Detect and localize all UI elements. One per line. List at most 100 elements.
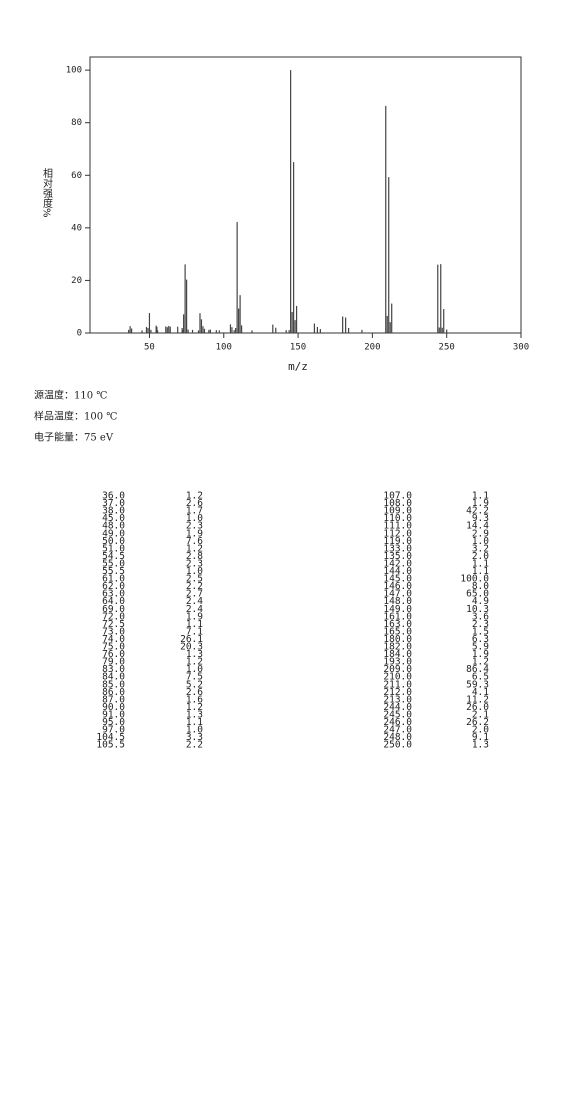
mz-cell: 184.0 [383,649,412,660]
intensity-cell: 2.1 [472,709,489,720]
intensity-cell: 2.8 [186,551,203,562]
intensity-cell: 2.4 [186,604,203,615]
mz-cell: 38.0 [102,506,125,517]
x-tick-label: 200 [364,343,380,353]
intensity-cell: 100.0 [460,574,489,585]
intensity-cell: 26.1 [180,634,203,645]
mz-cell: 209.0 [383,664,412,675]
mz-cell: 161.0 [383,611,412,622]
intensity-cell: 1.9 [186,611,203,622]
mz-cell: 250.0 [383,740,412,751]
mz-cell: 165.0 [383,626,412,637]
mz-cell: 105.5 [96,740,125,751]
mz-cell: 64.0 [102,596,125,607]
intensity-cell: 26.0 [466,702,489,713]
x-tick-label: 300 [513,343,529,353]
mz-cell: 91.0 [102,709,125,720]
mz-cell: 83.0 [102,664,125,675]
mz-cell: 37.0 [102,498,125,509]
intensity-cell: 1.0 [186,566,203,577]
intensity-cell: 1.9 [472,649,489,660]
info-line: 电子能量：75 eV [34,431,114,444]
x-tick-label: 150 [290,343,306,353]
mz-cell: 119.0 [383,536,412,547]
mz-cell: 213.0 [383,694,412,705]
mz-cell: 146.0 [383,581,412,592]
intensity-cell: 26.2 [466,717,489,728]
mz-cell: 74.0 [102,634,125,645]
mz-cell: 135.0 [383,551,412,562]
intensity-cell: 20.3 [180,642,203,653]
intensity-cell: 1.7 [186,506,203,517]
intensity-cell: 6.3 [472,634,489,645]
intensity-cell: 7.1 [186,626,203,637]
intensity-cell: 1.2 [186,491,203,502]
info-line: 样品温度：100 ℃ [34,410,117,423]
intensity-cell: 42.2 [466,506,489,517]
mz-cell: 210.0 [383,672,412,683]
mz-cell: 247.0 [383,725,412,736]
mz-cell: 212.0 [383,687,412,698]
intensity-cell: 14.4 [466,521,489,532]
mz-cell: 144.0 [383,566,412,577]
intensity-cell: 1.6 [186,694,203,705]
intensity-cell: 9.3 [472,513,489,524]
mz-cell: 45.0 [102,513,125,524]
mz-cell: 48.0 [102,521,125,532]
mz-cell: 109.0 [383,506,412,517]
mz-cell: 61.0 [102,574,125,585]
y-tick-label: 80 [71,118,82,128]
intensity-cell: 6.5 [472,672,489,683]
intensity-cell: 2.2 [186,740,203,751]
intensity-cell: 2.3 [472,619,489,630]
mz-cell: 79.0 [102,657,125,668]
intensity-cell: 5.9 [472,642,489,653]
intensity-cell: 86.4 [466,664,489,675]
intensity-cell: 2.0 [472,725,489,736]
mz-cell: 163.0 [383,619,412,630]
intensity-cell: 9.1 [472,732,489,743]
intensity-cell: 11.2 [466,694,489,705]
intensity-cell: 1.1 [472,566,489,577]
mz-cell: 76.0 [102,649,125,660]
intensity-cell: 4.1 [472,687,489,698]
mz-cell: 148.0 [383,596,412,607]
mz-cell: 112.0 [383,528,412,539]
mz-cell: 73.0 [102,626,125,637]
intensity-cell: 1.9 [186,528,203,539]
y-tick-label: 20 [71,276,82,286]
mz-cell: 180.0 [383,634,412,645]
x-axis-label: m/z [288,360,308,373]
x-tick-label: 250 [439,343,455,353]
mz-cell: 69.0 [102,604,125,615]
intensity-cell: 2.6 [186,687,203,698]
mz-cell: 110.0 [383,513,412,524]
mz-cell: 142.0 [383,558,412,569]
mz-cell: 182.0 [383,642,412,653]
mz-cell: 133.0 [383,543,412,554]
intensity-cell: 2.0 [472,551,489,562]
intensity-cell: 1.1 [186,619,203,630]
intensity-cell: 3.3 [186,732,203,743]
intensity-cell: 1.0 [186,725,203,736]
mz-cell: 87.0 [102,694,125,705]
intensity-cell: 2.7 [186,589,203,600]
intensity-cell: 1.1 [472,558,489,569]
intensity-cell: 2.5 [186,574,203,585]
y-axis-label: 相对强度% [41,167,53,218]
x-tick-label: 100 [216,343,232,353]
mz-cell: 107.0 [383,491,412,502]
mz-cell: 50.0 [102,536,125,547]
y-tick-label: 60 [71,171,82,181]
intensity-cell: 1.1 [472,491,489,502]
intensity-cell: 65.0 [466,589,489,600]
mz-cell: 245.0 [383,709,412,720]
intensity-cell: 1.2 [186,657,203,668]
mz-cell: 147.0 [383,589,412,600]
intensity-cell: 3.6 [472,611,489,622]
mz-cell: 85.0 [102,679,125,690]
mz-cell: 90.0 [102,702,125,713]
info-line: 源温度：110 ℃ [34,389,107,402]
intensity-cell: 1.0 [186,513,203,524]
